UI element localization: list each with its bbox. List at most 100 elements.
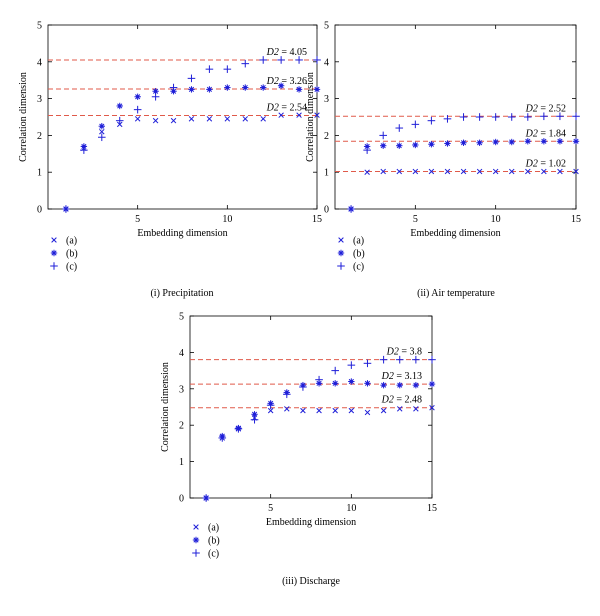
- y-tick-label: 3: [37, 94, 42, 105]
- series-c: [62, 56, 321, 213]
- legend-label: (b): [353, 249, 365, 260]
- y-tick-label: 3: [179, 384, 184, 395]
- series-c: [202, 355, 436, 502]
- data-point: [348, 407, 355, 414]
- data-point: [295, 56, 303, 64]
- y-tick-label: 0: [179, 494, 184, 505]
- x-axis-label: Embedding dimension: [266, 517, 356, 528]
- chart-panel-3: 0 1 2 3 4 5 5 10 15 Embedding dimension Correlatio…: [160, 312, 437, 588]
- reference-line-label: D2 = 1.02: [525, 158, 566, 169]
- plot-frame: [334, 24, 577, 210]
- data-point: [332, 407, 338, 414]
- data-point: [444, 168, 451, 175]
- data-point: [541, 168, 547, 175]
- reference-line-label: D2 = 1.84: [525, 128, 566, 139]
- data-point: [379, 355, 388, 364]
- data-point: [395, 355, 404, 364]
- data-point: [224, 116, 231, 122]
- data-point: [284, 406, 290, 412]
- y-tick-label: 4: [37, 57, 42, 68]
- data-point: [224, 84, 231, 91]
- series-b: [62, 82, 321, 213]
- data-point: [412, 355, 420, 364]
- legend-marker: [337, 249, 345, 257]
- data-point: [443, 115, 452, 123]
- data-point: [188, 116, 195, 122]
- legend-marker: [192, 549, 200, 557]
- data-point: [396, 406, 403, 412]
- data-point: [380, 407, 387, 414]
- data-point: [475, 113, 484, 121]
- legend-marker: [50, 262, 58, 270]
- y-tick-label: 5: [324, 21, 329, 32]
- x-tick-label: 10: [491, 214, 501, 225]
- x-tick-label: 15: [571, 214, 581, 225]
- data-point: [314, 112, 320, 118]
- data-point: [379, 131, 387, 140]
- legend-marker: [338, 237, 344, 243]
- y-axis-label: Correlation dimension: [160, 362, 171, 452]
- reference-line-label: D2 = 3.26: [266, 76, 307, 87]
- y-tick-label: 1: [179, 457, 184, 468]
- data-point: [492, 168, 499, 175]
- data-point: [508, 168, 515, 175]
- y-tick-label: 5: [179, 312, 184, 323]
- panel-caption: (i) Precipitation: [150, 288, 213, 299]
- data-point: [133, 105, 142, 114]
- series-c: [347, 112, 580, 213]
- data-point: [116, 102, 123, 110]
- y-tick-label: 1: [37, 168, 42, 179]
- panel-caption: (ii) Air temperature: [417, 288, 495, 299]
- y-tick-label: 4: [324, 57, 329, 68]
- y-tick-label: 4: [179, 348, 184, 359]
- reference-line-label: D2 = 2.54: [266, 103, 307, 114]
- y-tick-label: 5: [37, 21, 42, 32]
- data-point: [347, 361, 356, 369]
- reference-line-label: D2 = 2.48: [381, 395, 422, 406]
- data-point: [460, 139, 467, 146]
- x-tick-label: 5: [413, 214, 418, 225]
- data-point: [363, 146, 371, 154]
- legend-label: (a): [66, 236, 77, 247]
- legend-marker: [50, 249, 58, 257]
- y-tick-label: 2: [324, 131, 329, 142]
- data-point: [313, 86, 321, 93]
- legend-label: (a): [208, 523, 219, 534]
- data-point: [151, 92, 160, 101]
- data-point: [429, 404, 435, 411]
- data-point: [250, 415, 259, 424]
- data-point: [492, 138, 499, 146]
- y-tick-label: 2: [37, 131, 42, 142]
- data-point: [380, 381, 387, 389]
- data-point: [428, 355, 436, 364]
- plot-frame: [47, 24, 318, 210]
- reference-line-label: D2 = 3.8: [386, 347, 422, 358]
- legend-marker: [193, 524, 199, 530]
- data-point: [99, 128, 105, 135]
- data-point: [251, 411, 258, 418]
- data-point: [206, 116, 213, 122]
- legend-label: (c): [353, 262, 364, 273]
- data-point: [234, 425, 243, 433]
- data-point: [460, 168, 467, 175]
- legend-label: (c): [66, 262, 77, 273]
- data-point: [134, 93, 141, 100]
- data-point: [188, 86, 195, 93]
- data-point: [242, 116, 249, 122]
- reference-line-label: D2 = 4.05: [266, 47, 307, 58]
- data-point: [364, 169, 370, 175]
- data-point: [134, 116, 141, 122]
- data-point: [428, 380, 436, 388]
- data-point: [396, 381, 403, 389]
- data-point: [412, 381, 420, 389]
- data-point: [573, 168, 579, 175]
- data-point: [313, 56, 321, 64]
- data-point: [347, 205, 355, 213]
- data-point: [187, 74, 196, 83]
- data-point: [348, 378, 355, 385]
- data-point: [428, 168, 435, 175]
- data-point: [540, 138, 548, 145]
- data-point: [169, 83, 178, 92]
- data-point: [315, 375, 323, 384]
- data-point: [267, 407, 274, 414]
